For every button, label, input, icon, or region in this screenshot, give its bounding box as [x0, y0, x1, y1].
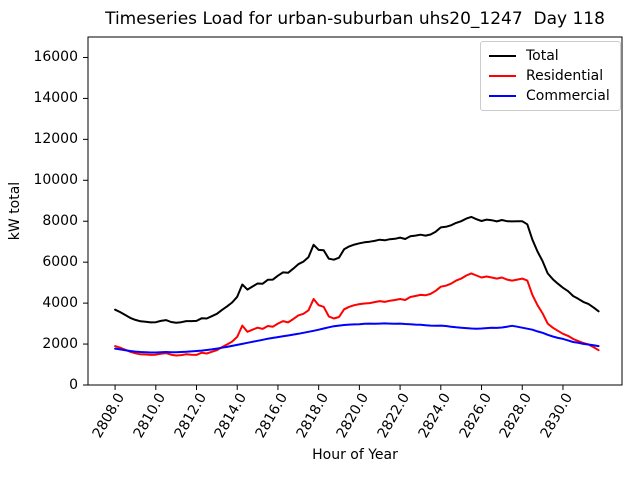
legend-entry-commercial: Commercial: [489, 88, 612, 104]
y-tick-label: 12000: [33, 131, 78, 148]
axes-spines: [87, 36, 623, 386]
y-axis-label: kW total: [7, 181, 23, 241]
y-tick-label: 16000: [33, 49, 78, 66]
legend-line-sample: [489, 55, 516, 57]
y-tick-label: 2000: [42, 336, 78, 353]
series-line-total: [114, 215, 600, 324]
legend-line-sample: [489, 75, 516, 77]
y-tick-label: 8000: [42, 213, 78, 230]
series-line-commercial: [114, 322, 600, 354]
legend-entry-residential: Residential: [489, 68, 612, 84]
legend-label: Total: [526, 48, 559, 64]
series-line-residential: [114, 272, 600, 357]
legend-label: Commercial: [526, 88, 610, 104]
chart-title: Timeseries Load for urban-suburban uhs20…: [105, 9, 605, 29]
legend-label: Residential: [526, 68, 604, 84]
y-tick-label: 4000: [42, 295, 78, 312]
legend-line-sample: [489, 95, 516, 97]
legend-entry-total: Total: [489, 48, 612, 64]
y-tick-label: 14000: [33, 90, 78, 107]
y-tick-label: 6000: [42, 254, 78, 271]
y-tick-label: 0: [69, 377, 78, 393]
y-tick-label: 10000: [33, 172, 78, 189]
x-axis-label: Hour of Year: [312, 447, 398, 463]
legend: Total Residential Commercial: [480, 41, 621, 111]
